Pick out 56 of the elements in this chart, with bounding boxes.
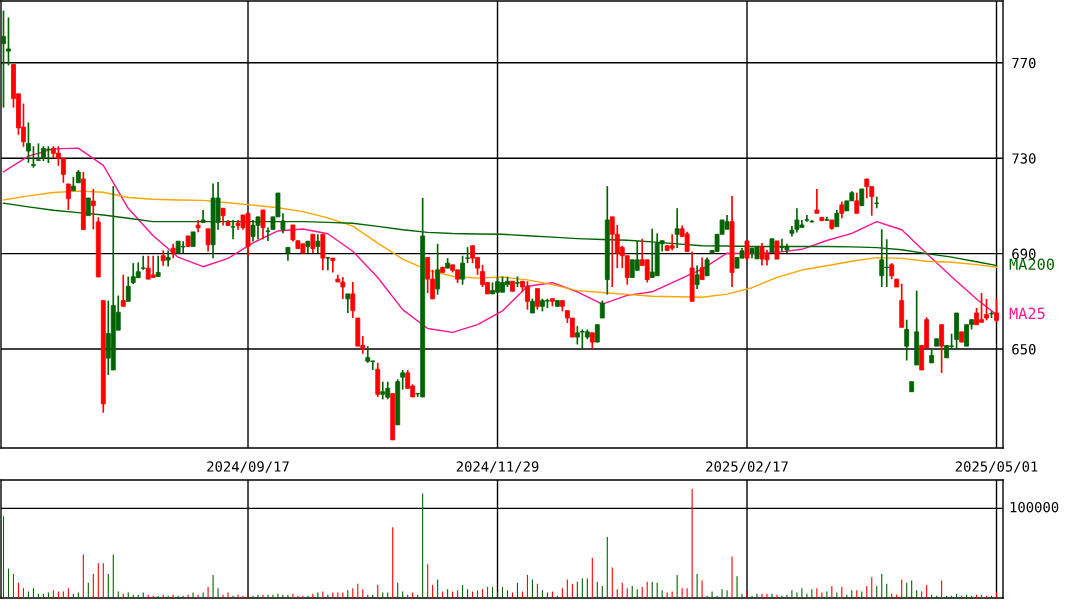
candlestick (994, 298, 999, 324)
candlestick (330, 257, 336, 274)
candlestick (205, 227, 211, 253)
candlestick (250, 219, 256, 243)
candlestick (60, 157, 66, 184)
y-tick-label: 730 (1012, 153, 1036, 164)
y-tick-label: 690 (1012, 248, 1036, 260)
candlestick (380, 380, 386, 401)
candlestick (345, 293, 351, 314)
candlestick (460, 254, 465, 286)
candlestick (535, 287, 540, 311)
series-label: MA200 (1009, 258, 1055, 270)
candlestick (6, 16, 11, 67)
candlestick (704, 256, 710, 277)
candlestick (260, 209, 266, 241)
x-tick-label: 2025/05/01 (955, 461, 1038, 473)
candlestick (984, 298, 989, 322)
candlestick (150, 254, 156, 279)
candlestick (814, 188, 820, 215)
x-tick-label: 2025/02/17 (706, 461, 788, 473)
line-series (2, 190, 998, 298)
candlestick (90, 188, 96, 231)
candlestick (140, 254, 146, 271)
candlestick (854, 191, 860, 215)
candlestick (230, 219, 236, 241)
candlestick (310, 233, 316, 254)
candlestick (65, 183, 71, 211)
text: 100000 (1010, 501, 1059, 513)
candlestick (939, 323, 945, 374)
candlestick (674, 207, 680, 249)
candlestick (699, 256, 705, 281)
candlestick (120, 273, 126, 308)
candlestick (1, 9, 6, 109)
x-tick-label: 2024/09/17 (207, 461, 289, 473)
series-label: MA25 (1009, 307, 1045, 320)
x-tick-label: 2024/11/29 (456, 461, 539, 473)
candlestick (325, 256, 331, 272)
candlestick (744, 240, 750, 262)
candlestick (400, 369, 406, 391)
candlestick (26, 121, 31, 164)
y-tick-label: 770 (1012, 57, 1036, 69)
candlestick (435, 242, 441, 296)
candlestick (125, 275, 131, 303)
candlestick (31, 145, 36, 169)
candlestick (874, 195, 880, 210)
candlestick (320, 233, 326, 272)
candlestick (644, 258, 650, 284)
candlestick (904, 318, 910, 362)
candlestick (180, 240, 186, 254)
candlestick (195, 219, 201, 233)
candlestick (694, 264, 700, 290)
y-tick-label: 650 (1012, 344, 1036, 355)
candlestick (864, 178, 870, 200)
candlestick (774, 240, 780, 260)
candlestick (155, 254, 161, 278)
candlestick (315, 233, 321, 254)
